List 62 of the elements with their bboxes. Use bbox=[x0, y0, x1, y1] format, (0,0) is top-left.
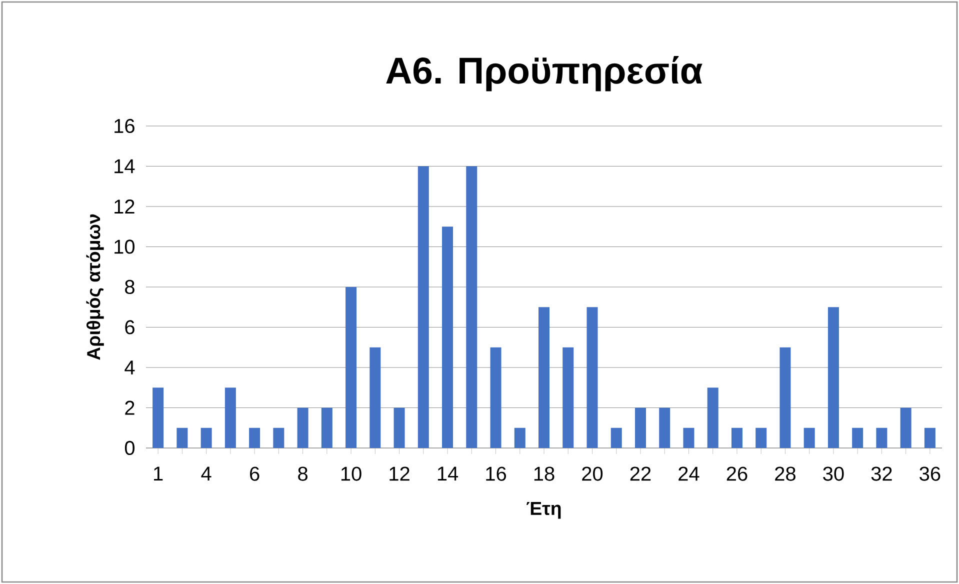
y-axis-title: Αριθμός ατόμων bbox=[86, 214, 104, 360]
bar bbox=[876, 428, 888, 448]
bar bbox=[562, 347, 574, 448]
bar bbox=[514, 428, 526, 448]
x-tick-label: 18 bbox=[534, 466, 554, 481]
bar bbox=[804, 428, 815, 448]
bar bbox=[731, 428, 742, 448]
y-tick-label: 16 bbox=[114, 118, 134, 134]
x-tick-label: 30 bbox=[823, 466, 844, 481]
bar bbox=[249, 428, 260, 448]
x-tick-label: 28 bbox=[775, 466, 796, 481]
bar bbox=[273, 428, 284, 448]
bar bbox=[756, 428, 767, 448]
bar bbox=[659, 408, 670, 448]
x-tick-label: 1 bbox=[154, 466, 163, 480]
bar bbox=[634, 408, 646, 448]
x-tick-label: 20 bbox=[582, 466, 603, 481]
bar bbox=[828, 307, 839, 448]
bar bbox=[394, 408, 405, 448]
y-tick-label: 12 bbox=[114, 200, 134, 214]
y-tick-label: 4 bbox=[124, 360, 135, 374]
x-tick-label: 10 bbox=[341, 466, 362, 481]
y-tick-label: 8 bbox=[125, 280, 134, 294]
bar bbox=[924, 428, 936, 448]
x-tick-label: 26 bbox=[726, 466, 748, 481]
bar bbox=[707, 388, 718, 448]
y-tick-label: 2 bbox=[125, 400, 134, 415]
y-tick-label: 14 bbox=[114, 159, 135, 174]
bar bbox=[152, 388, 164, 448]
y-tick-label: 10 bbox=[114, 240, 134, 254]
bar bbox=[321, 408, 332, 448]
bar bbox=[346, 286, 357, 448]
bar bbox=[900, 408, 912, 448]
x-tick-label: 22 bbox=[630, 466, 651, 481]
x-tick-label: 4 bbox=[201, 466, 212, 480]
bar bbox=[852, 428, 864, 448]
bar bbox=[683, 428, 694, 448]
x-tick-label: 6 bbox=[250, 466, 260, 481]
y-tick-label: 6 bbox=[125, 320, 134, 334]
y-tick-label: 0 bbox=[124, 440, 135, 456]
bar bbox=[466, 166, 478, 448]
x-tick-label: 8 bbox=[298, 466, 308, 481]
bar bbox=[586, 307, 598, 448]
x-tick-label: 16 bbox=[486, 466, 506, 481]
bar bbox=[538, 307, 550, 448]
bar bbox=[442, 226, 454, 448]
chart-title: Α6. Προϋπηρεσία bbox=[386, 56, 702, 92]
bar bbox=[610, 428, 622, 448]
bar bbox=[224, 388, 236, 448]
x-tick-label: 12 bbox=[390, 466, 410, 481]
bar bbox=[200, 428, 212, 448]
x-tick-label: 14 bbox=[438, 466, 458, 480]
bar bbox=[297, 408, 308, 448]
bar bbox=[490, 347, 502, 448]
x-tick-label: 32 bbox=[871, 466, 892, 481]
bar bbox=[176, 428, 188, 448]
bar bbox=[418, 166, 429, 448]
x-tick-label: 24 bbox=[678, 466, 700, 481]
x-tick-label: 36 bbox=[920, 466, 940, 481]
bar bbox=[370, 347, 381, 448]
x-axis-title: Έτη bbox=[526, 502, 561, 519]
bar bbox=[780, 347, 791, 448]
